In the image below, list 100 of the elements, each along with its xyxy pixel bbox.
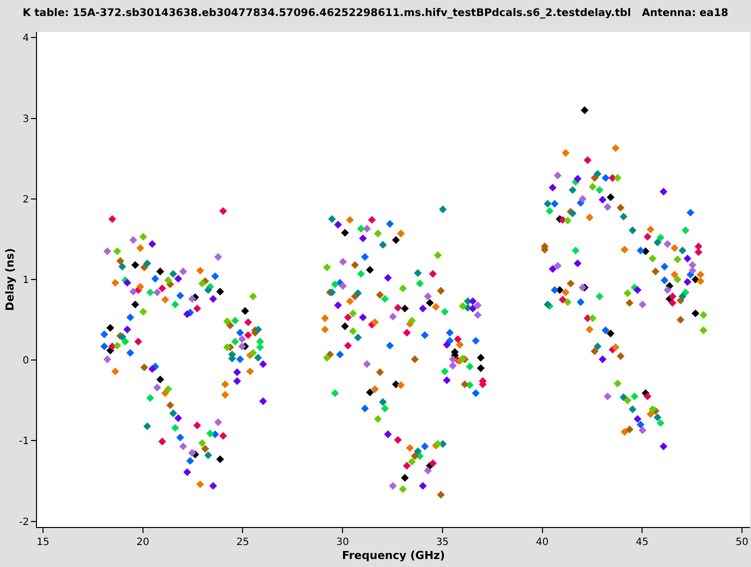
point: [548, 184, 557, 192]
point: [646, 410, 654, 418]
point: [179, 268, 188, 276]
point: [196, 266, 204, 275]
point: [341, 322, 349, 330]
point: [414, 269, 422, 277]
point: [161, 296, 170, 304]
point: [398, 485, 407, 494]
point: [361, 253, 369, 261]
point: [379, 240, 387, 249]
point: [448, 355, 457, 364]
point: [103, 355, 112, 364]
point: [656, 234, 664, 242]
point: [179, 442, 188, 450]
point: [654, 413, 662, 422]
point: [476, 354, 485, 362]
point: [201, 444, 210, 453]
point: [638, 300, 646, 308]
point: [678, 246, 686, 254]
point: [328, 215, 336, 223]
point: [236, 328, 244, 337]
point: [588, 314, 597, 322]
point: [554, 172, 562, 180]
point: [108, 215, 116, 223]
point: [256, 343, 264, 352]
point: [468, 297, 477, 306]
point: [604, 392, 612, 400]
point: [344, 342, 352, 350]
point: [231, 316, 240, 325]
point: [432, 303, 440, 311]
point: [436, 286, 445, 295]
point: [259, 397, 267, 406]
point: [670, 270, 678, 279]
point: [359, 234, 367, 242]
point: [620, 393, 628, 402]
point: [670, 244, 678, 252]
point: [129, 288, 138, 296]
point: [339, 282, 347, 290]
point: [410, 452, 419, 460]
point: [193, 422, 202, 430]
point: [121, 338, 130, 346]
x-tick-label: 15: [36, 537, 50, 548]
point: [606, 330, 614, 338]
x-tick-label: 30: [336, 537, 349, 548]
point: [366, 266, 374, 274]
point: [594, 170, 602, 178]
point: [700, 311, 708, 319]
point: [612, 144, 620, 152]
point: [346, 297, 354, 306]
point: [366, 388, 374, 396]
point: [153, 384, 162, 392]
y-tick-label: 3: [22, 114, 29, 125]
point: [116, 257, 124, 265]
point: [321, 326, 329, 334]
point: [140, 264, 148, 272]
point: [216, 455, 224, 464]
point: [363, 224, 371, 233]
point: [254, 326, 262, 334]
point: [148, 365, 156, 373]
point: [357, 270, 365, 278]
point: [176, 434, 184, 442]
point: [221, 390, 230, 399]
point: [660, 262, 668, 270]
point: [204, 451, 212, 460]
point: [354, 289, 362, 298]
point: [634, 415, 642, 423]
point: [183, 310, 192, 318]
point: [418, 304, 427, 312]
point: [428, 459, 437, 468]
point: [456, 340, 464, 349]
point: [700, 326, 708, 334]
point: [129, 236, 138, 244]
point: [244, 331, 252, 340]
point: [131, 261, 140, 269]
point: [660, 276, 668, 284]
point: [344, 313, 352, 322]
point: [620, 428, 628, 436]
point: [331, 389, 339, 398]
point: [196, 480, 204, 488]
point: [474, 301, 482, 310]
point: [321, 314, 329, 322]
point: [384, 274, 392, 282]
point: [214, 418, 222, 426]
point: [436, 490, 445, 499]
point: [628, 405, 636, 414]
point: [626, 298, 634, 307]
point: [684, 278, 692, 286]
point: [614, 174, 622, 182]
point: [349, 327, 357, 335]
y-tick-label: 2: [22, 194, 29, 206]
point: [564, 298, 572, 306]
point: [420, 442, 429, 450]
x-tick-label: 35: [436, 537, 449, 548]
point: [231, 338, 240, 346]
point: [346, 216, 354, 224]
point: [148, 240, 156, 248]
point: [554, 262, 562, 270]
point: [113, 247, 122, 256]
point: [620, 212, 628, 221]
point: [394, 436, 402, 444]
